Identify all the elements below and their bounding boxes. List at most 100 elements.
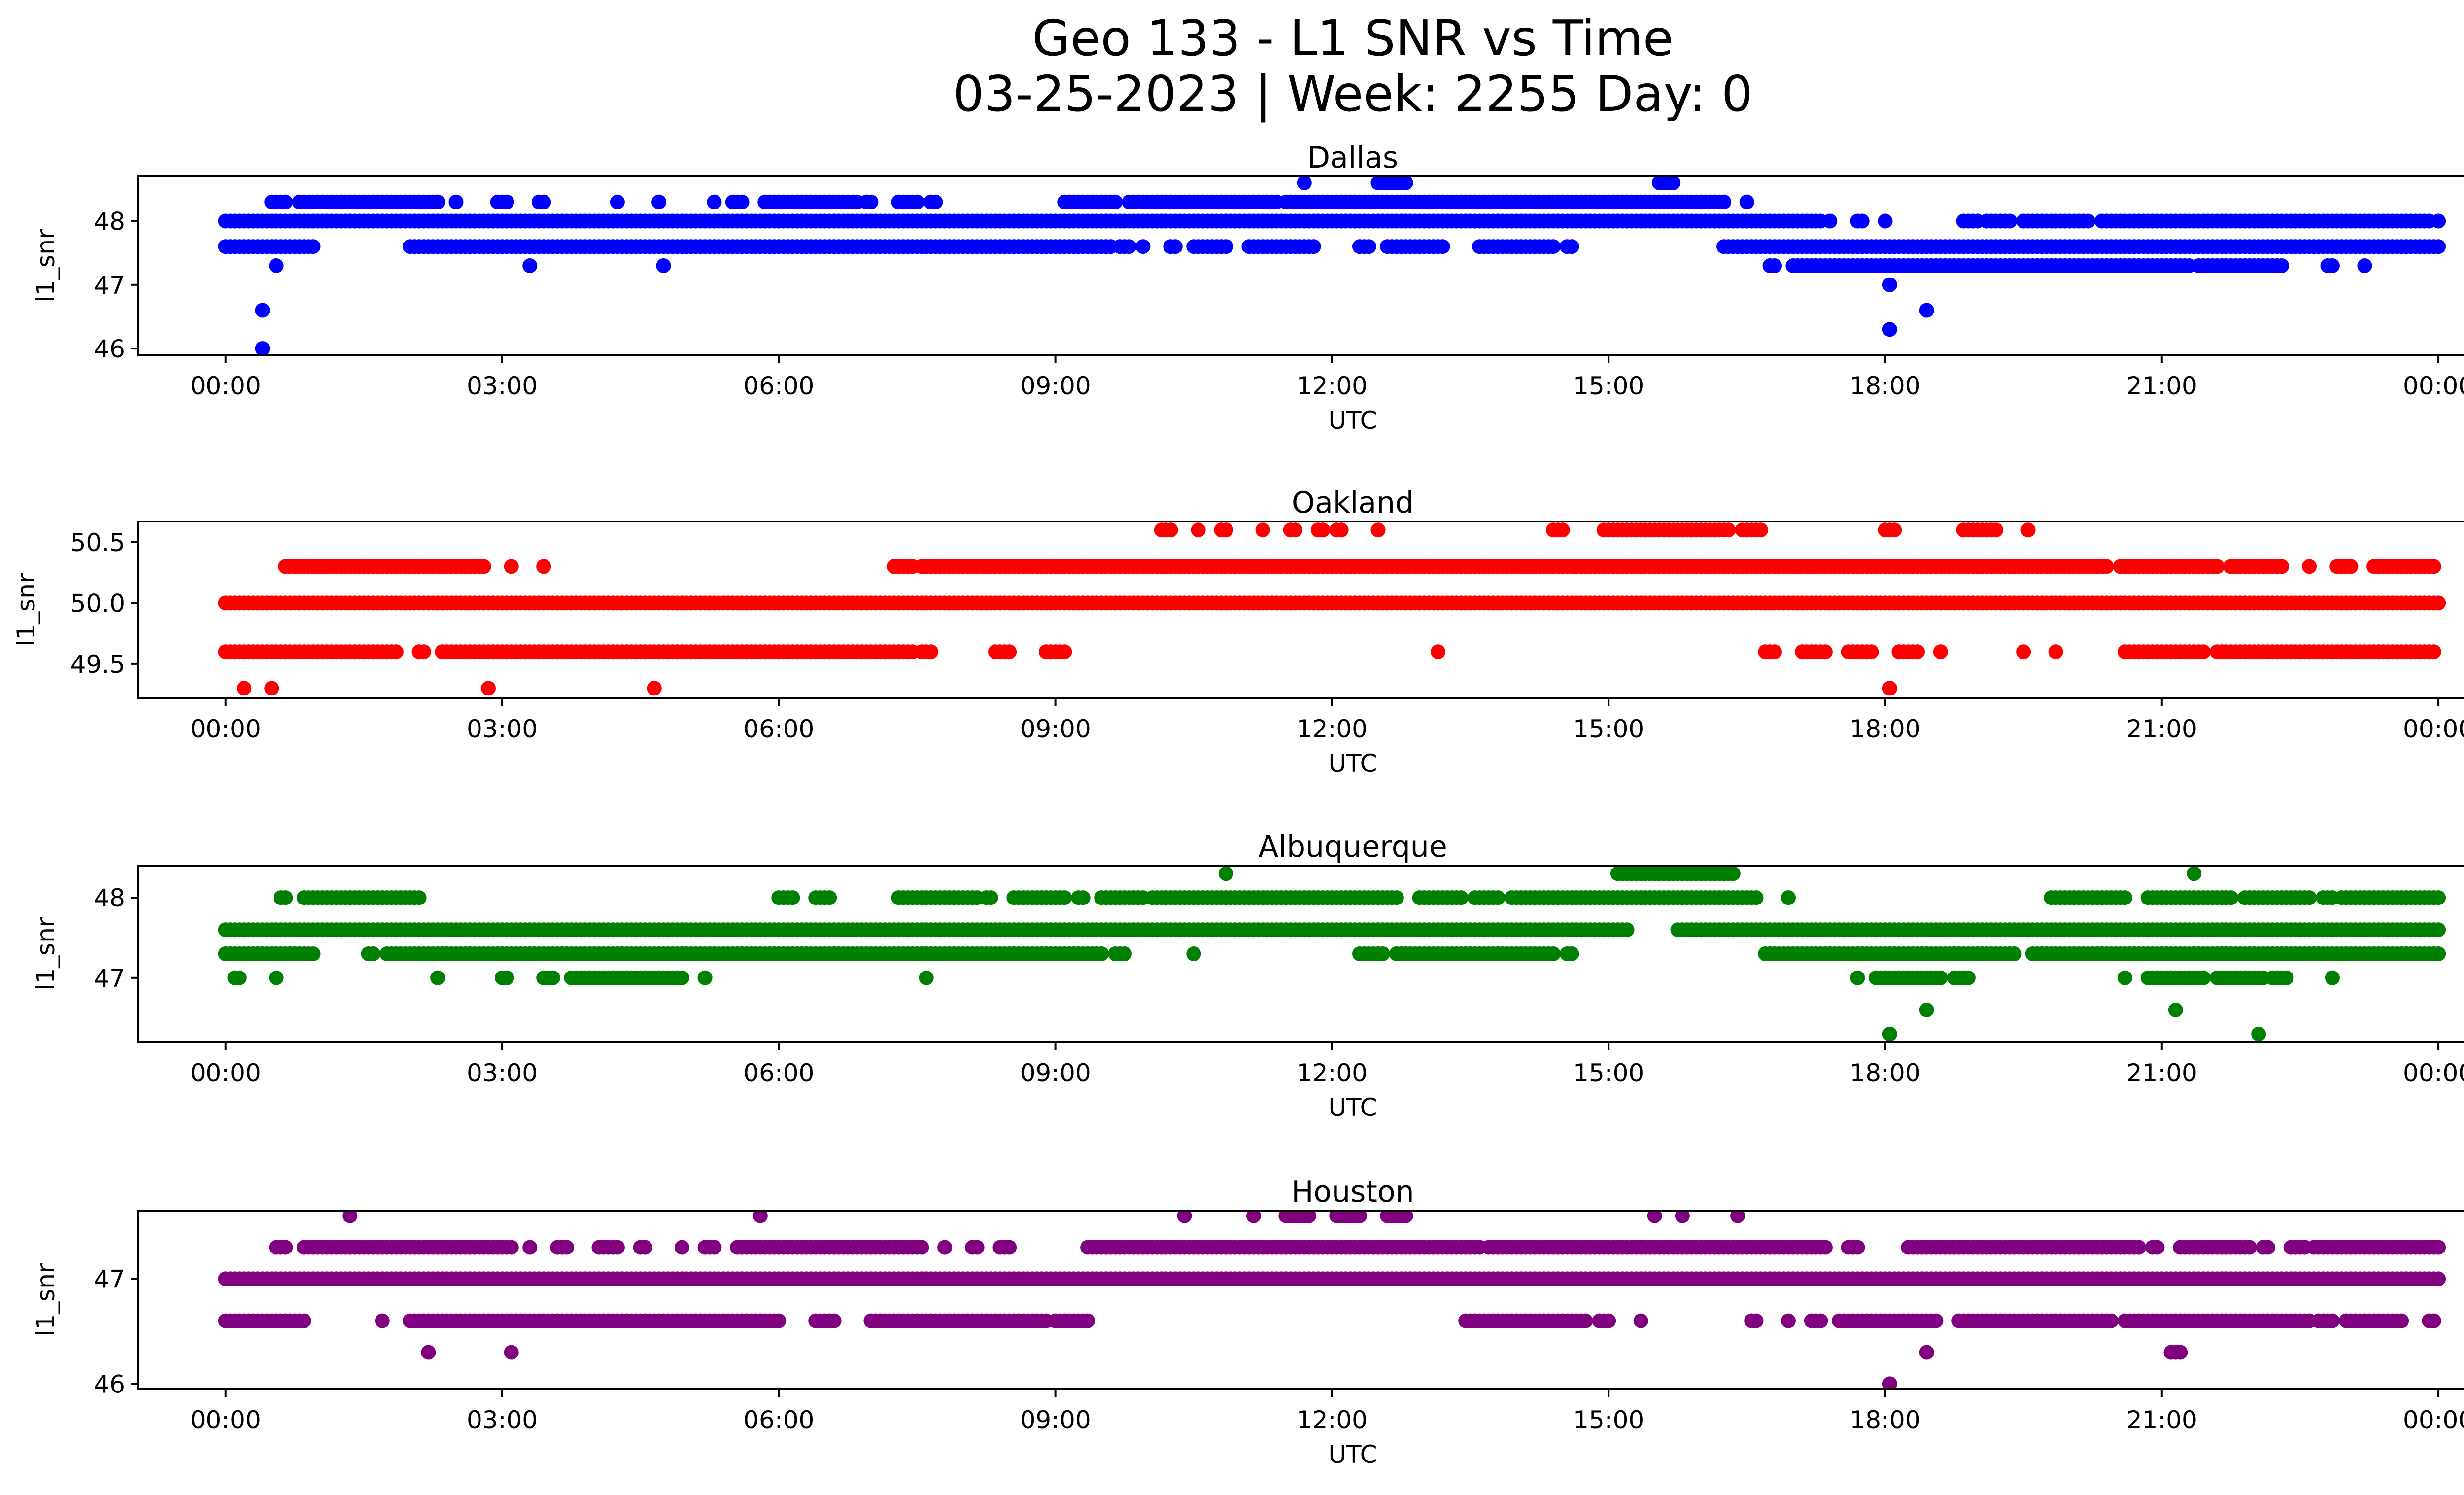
data-point: [910, 194, 924, 209]
data-point: [545, 970, 560, 985]
x-tick-label: 00:00: [2403, 1059, 2464, 1087]
data-point: [1122, 239, 1137, 254]
data-point: [1361, 239, 1376, 254]
data-point: [522, 258, 538, 273]
x-axis-label: UTC: [1328, 1093, 1377, 1122]
data-point: [2302, 559, 2317, 574]
data-point: [1255, 522, 1270, 538]
data-point: [2224, 890, 2239, 905]
x-tick-label: 21:00: [2126, 372, 2197, 400]
data-point: [448, 194, 464, 209]
data-point: [647, 681, 662, 696]
data-point: [342, 1211, 358, 1223]
data-point: [1988, 522, 2003, 538]
data-point: [1813, 1313, 1828, 1328]
data-point: [2325, 1313, 2340, 1328]
data-point: [1933, 644, 1948, 660]
x-tick-label: 00:00: [190, 1059, 261, 1087]
data-point: [1601, 1313, 1616, 1328]
data-point: [1928, 1313, 1944, 1328]
x-tick-label: 06:00: [743, 1406, 814, 1434]
data-point: [1960, 970, 1976, 985]
data-point: [278, 1240, 293, 1255]
data-point: [269, 258, 284, 273]
x-tick-label: 15:00: [1573, 715, 1644, 743]
data-point: [1675, 1211, 1690, 1223]
data-point: [1882, 1376, 1897, 1389]
data-point: [1822, 213, 1838, 229]
data-point: [2357, 258, 2372, 273]
x-tick-label: 15:00: [1573, 372, 1644, 400]
y-axis-label: l1_snr: [32, 229, 60, 302]
data-point: [2325, 970, 2340, 985]
data-point: [416, 644, 431, 660]
data-point: [1398, 1211, 1413, 1223]
data-point: [1781, 1313, 1796, 1328]
plot-frame: [137, 175, 2464, 356]
data-point: [1564, 239, 1579, 254]
data-point: [983, 890, 998, 905]
subplot-title: Oakland: [1292, 486, 1414, 520]
data-point: [697, 970, 713, 985]
y-tick-label: 47: [94, 964, 125, 993]
y-tick-label: 49.5: [70, 650, 125, 679]
data-point: [278, 890, 293, 905]
data-point: [504, 559, 519, 574]
data-point: [2196, 644, 2211, 660]
data-point: [919, 970, 934, 985]
y-tick-label: 50.0: [70, 589, 125, 618]
data-point: [255, 303, 270, 318]
data-point: [1725, 866, 1741, 881]
data-point: [1080, 1313, 1095, 1328]
data-point: [237, 681, 252, 696]
data-point: [2431, 890, 2446, 905]
x-tick-label: 21:00: [2126, 715, 2197, 743]
figure-subtitle: 03-25-2023 | Week: 2255 Day: 0: [953, 65, 1752, 123]
data-point: [2274, 559, 2289, 574]
subplot-title: Albuquerque: [1258, 830, 1447, 864]
data-point: [2210, 559, 2224, 574]
data-point: [2251, 1026, 2266, 1042]
data-point: [707, 194, 722, 209]
data-point: [1919, 1345, 1934, 1360]
data-point: [1850, 1240, 1865, 1255]
data-point: [924, 644, 938, 660]
data-point: [610, 194, 625, 209]
data-point: [1887, 522, 1902, 538]
data-point: [1186, 946, 1201, 961]
data-point: [559, 1240, 574, 1255]
data-point: [1389, 890, 1404, 905]
data-point: [2242, 1240, 2257, 1255]
data-point: [1882, 681, 1897, 696]
data-point: [522, 1240, 538, 1255]
data-point: [2117, 890, 2132, 905]
x-tick-label: 12:00: [1297, 1406, 1368, 1434]
data-point: [2187, 866, 2202, 881]
x-tick-label: 21:00: [2126, 1059, 2197, 1087]
data-point: [969, 1240, 985, 1255]
y-axis-label: l1_snr: [12, 573, 40, 646]
data-point: [734, 194, 750, 209]
x-axis-label: UTC: [1328, 749, 1377, 778]
y-tick-label: 47: [94, 1265, 125, 1293]
data-point: [1882, 322, 1897, 337]
data-point: [430, 970, 445, 985]
data-point: [1315, 522, 1331, 538]
x-tick-label: 09:00: [1020, 1406, 1091, 1434]
data-point: [1721, 522, 1736, 538]
data-point: [2131, 1240, 2146, 1255]
data-point: [1375, 946, 1390, 961]
data-point: [499, 970, 514, 985]
data-point: [937, 1240, 953, 1255]
data-point: [278, 194, 293, 209]
data-point: [753, 1211, 768, 1223]
data-point: [536, 559, 551, 574]
data-point: [2196, 970, 2211, 985]
data-point: [476, 559, 491, 574]
y-tick-label: 50.5: [70, 528, 125, 557]
x-tick-label: 06:00: [743, 715, 814, 743]
x-tick-label: 09:00: [1020, 1059, 1091, 1087]
data-point: [1135, 239, 1151, 254]
